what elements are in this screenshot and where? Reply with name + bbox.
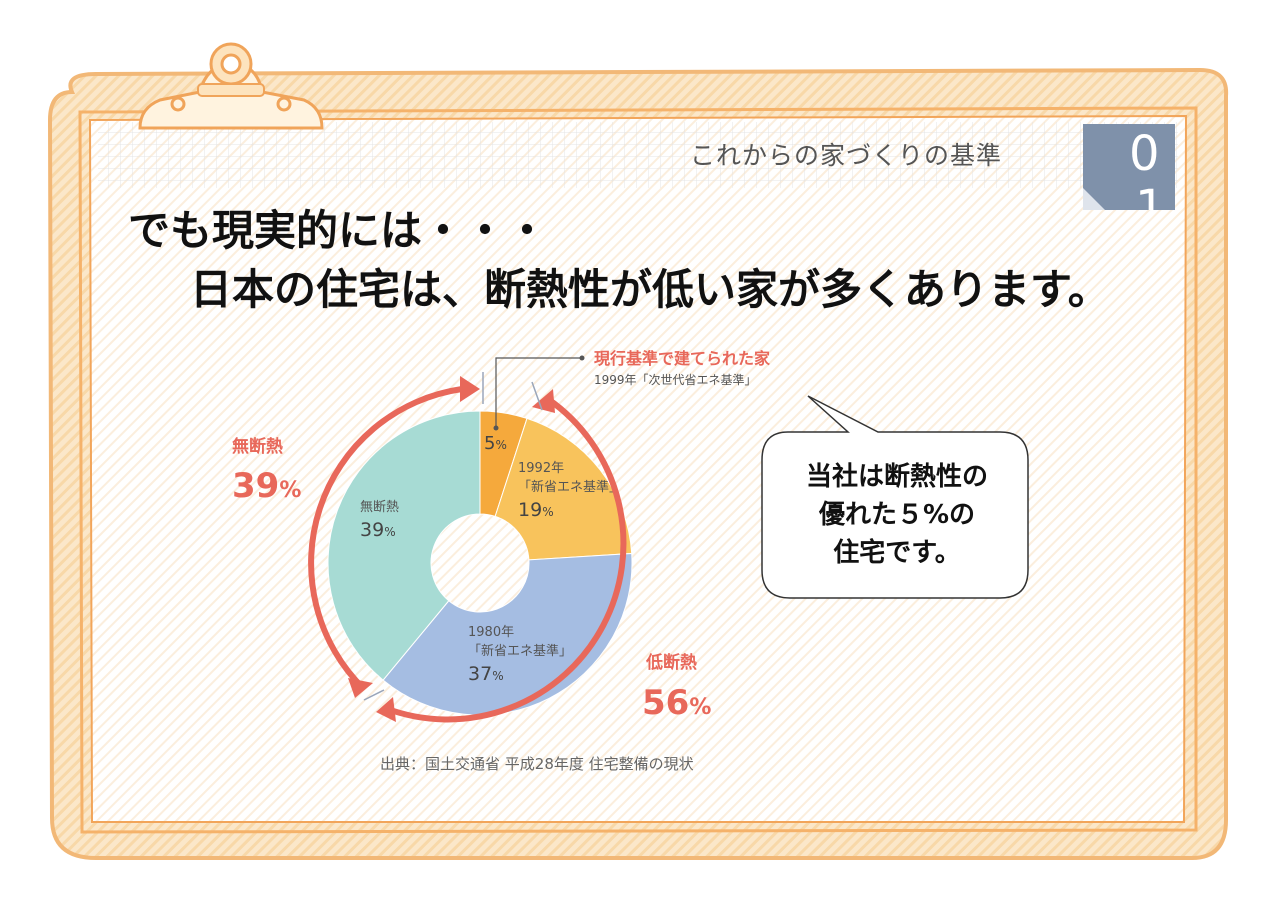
speech-bubble [761,395,1029,599]
none-insulation-arc-arrow [308,386,463,692]
none-group-unit: % [279,478,301,503]
svg-text:56%: 56% [642,683,711,723]
none-group-label: 無断熱 [232,436,283,457]
page-fold-corner [1083,188,1105,210]
arrow-head-none-top [460,376,480,402]
none-insulation-group-label: 無断熱 39% [232,436,301,506]
current-standard-callout: 現行基準で建てられた家 1999年「次世代省エネ基準」 [493,349,771,431]
slice-label-snone: 無断熱 39% [360,500,399,541]
callout-title: 現行基準で建てられた家 [594,349,771,368]
clipboard-clip-icon [138,42,324,130]
slice-label-s1980: 1980年「新省エネ基準」 37% [468,625,572,685]
donut-slice-snone [327,410,481,681]
section-label: これからの家づくりの基準 [690,141,1003,170]
arrow-head-none-bottom [348,678,373,698]
svg-text:39%: 39% [232,466,301,506]
section-number-digit-b: 1 [1135,180,1166,210]
section-number-digit-a: 0 [1129,126,1160,182]
bubble-line-2: 優れた５%の [818,500,976,530]
low-insulation-group-label: 低断熱 56% [642,652,711,723]
low-group-value: 56 [642,683,689,723]
slice-label-s1999: 5% [484,433,507,454]
arc-arrows [308,372,627,723]
section-number-badge: 0 1 [1083,124,1175,210]
board-frame [47,67,1229,860]
donut-chart: 5% 1992年「新省エネ基準」 19% 1980年「新省エネ基準」 37% 無断熱 39% [327,410,633,716]
bubble-line-1: 当社は断熱性の [805,462,988,492]
low-group-label: 低断熱 [645,652,697,673]
bubble-line-3: 住宅です。 [833,538,961,568]
source-note: 出典：国土交通省 平成28年度 住宅整備の現状 [380,755,694,773]
donut-slice-s1992 [494,417,633,561]
headline-line-1: でも現実的には・・・ [128,206,549,255]
none-group-value: 39 [232,466,279,506]
slice-label-s1992: 1992年「新省エネ基準」 19% [518,461,622,521]
low-group-unit: % [689,695,711,720]
callout-subtitle: 1999年「次世代省エネ基準」 [594,372,757,387]
arrow-head-low-top [532,389,555,413]
low-insulation-arc-arrow [383,396,627,723]
speech-bubble-text: 当社は断熱性の 優れた５%の 住宅です。 [765,458,1029,572]
arrow-head-low-bottom [376,697,396,722]
donut-slice-s1980 [382,552,633,716]
headline-line-2: 日本の住宅は、断熱性が低い家が多くあります。 [190,265,1110,314]
